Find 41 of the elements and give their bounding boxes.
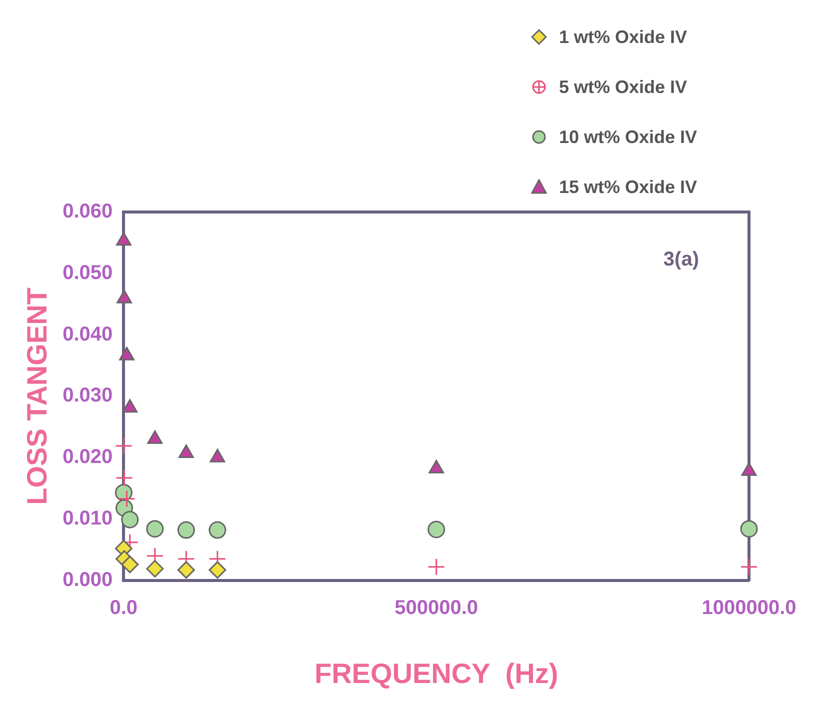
point xyxy=(428,460,444,474)
point xyxy=(116,232,132,246)
x-tick-label: 1000000.0 xyxy=(702,596,796,619)
point xyxy=(122,399,138,413)
y-tick-label: 0.060 xyxy=(62,200,113,223)
point xyxy=(428,520,446,538)
y-tick-label: 0.040 xyxy=(62,323,113,346)
legend-label: 5 wt% Oxide IV xyxy=(558,76,687,98)
y-axis-title: LOSS TANGENT xyxy=(22,288,53,505)
point xyxy=(114,437,132,455)
point xyxy=(178,444,194,458)
y-tick-label: 0.000 xyxy=(62,568,113,591)
point xyxy=(116,469,134,487)
point xyxy=(740,520,758,538)
point xyxy=(147,430,163,444)
point xyxy=(116,290,132,304)
point xyxy=(208,561,226,579)
y-tick-label: 0.020 xyxy=(62,446,113,468)
x-axis-title: FREQUENCY (Hz) xyxy=(314,658,558,689)
x-tick-label: 0.0 xyxy=(110,596,138,619)
point xyxy=(177,521,195,539)
legend-label: 1 wt% Oxide IV xyxy=(558,26,687,48)
legend-label: 15 wt% Oxide IV xyxy=(558,176,697,198)
point xyxy=(210,448,226,462)
point xyxy=(146,520,164,538)
point xyxy=(741,462,757,476)
point xyxy=(428,558,446,576)
y-tick-label: 0.030 xyxy=(62,384,113,407)
y-tick-label: 0.050 xyxy=(62,262,113,284)
point xyxy=(146,560,164,578)
point xyxy=(121,556,139,574)
y-tick-label: 0.010 xyxy=(62,508,113,530)
legend-label: 10 wt% Oxide IV xyxy=(558,126,697,148)
point xyxy=(177,561,195,579)
x-tick-label: 500000.0 xyxy=(394,596,478,619)
point xyxy=(119,346,134,360)
point xyxy=(208,521,226,539)
point xyxy=(121,510,139,528)
annotation: 3(a) xyxy=(663,248,699,271)
point xyxy=(118,490,136,508)
point xyxy=(740,558,758,576)
